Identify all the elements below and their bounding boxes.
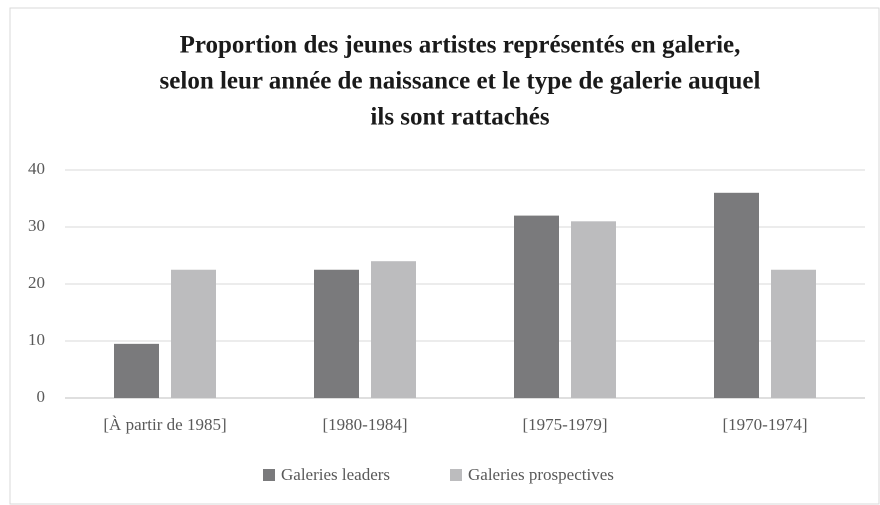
bar [571, 221, 616, 398]
x-tick-label: [1970-1974] [723, 415, 808, 434]
x-tick-label: [1975-1979] [523, 415, 608, 434]
chart-title: Proportion des jeunes artistes représent… [180, 32, 741, 59]
chart-title: selon leur année de naissance et le type… [160, 68, 761, 95]
y-tick-label: 10 [28, 330, 45, 349]
chart-frame [9, 7, 880, 505]
legend-swatch [263, 469, 275, 481]
bar [514, 215, 559, 398]
bar [314, 269, 359, 398]
x-tick-label: [1980-1984] [323, 415, 408, 434]
legend-label: Galeries prospectives [468, 465, 614, 484]
bar [714, 192, 759, 398]
legend-label: Galeries leaders [281, 465, 390, 484]
bar [171, 269, 216, 398]
y-tick-label: 20 [28, 273, 45, 292]
chart-title: ils sont rattachés [370, 104, 549, 131]
x-tick-label: [À partir de 1985] [103, 415, 226, 434]
bar [114, 343, 159, 398]
y-tick-label: 40 [28, 159, 45, 178]
bar [371, 261, 416, 398]
legend-swatch [450, 469, 462, 481]
y-tick-label: 30 [28, 216, 45, 235]
bar [771, 269, 816, 398]
y-tick-label: 0 [37, 387, 46, 406]
